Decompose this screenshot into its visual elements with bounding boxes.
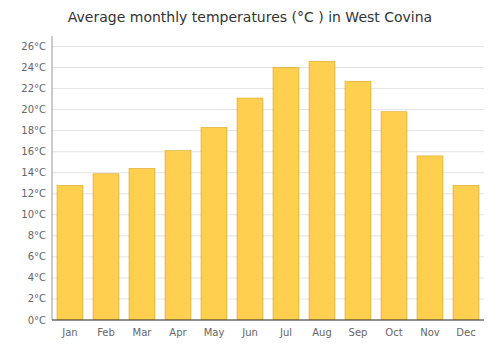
bar [93,174,119,320]
bar [237,98,263,320]
bar [417,156,443,320]
grid-line [52,151,484,152]
x-tick-label: Jun [241,327,258,338]
y-tick-label: 4°C [28,272,46,283]
bar [165,151,191,320]
y-tick-label: 22°C [21,83,46,94]
bar [57,185,83,320]
chart: Average monthly temperatures (°C ) in We… [0,0,500,350]
y-tick-label: 0°C [28,315,46,326]
bar [381,112,407,320]
y-tick-label: 2°C [28,293,46,304]
y-tick-label: 24°C [21,62,46,73]
bar [273,68,299,320]
bar [129,169,155,320]
x-tick-label: Jan [61,327,77,338]
x-tick-label: Nov [420,327,440,338]
bar [309,61,335,320]
y-tick-label: 12°C [21,188,46,199]
grid-line [52,88,484,89]
grid-line [52,130,484,131]
y-tick-label: 20°C [21,104,46,115]
x-tick-label: Jul [279,327,292,338]
x-tick-label: Sep [349,327,368,338]
x-tick-label: Mar [133,327,153,338]
grid-line [52,46,484,47]
x-tick-label: Feb [97,327,115,338]
x-axis-line [52,319,484,320]
x-tick-label: Oct [385,327,402,338]
bar [345,81,371,320]
y-axis-line [52,36,53,320]
grid-line [52,320,484,321]
grid-line [52,67,484,68]
y-tick-label: 10°C [21,209,46,220]
y-tick-label: 14°C [21,167,46,178]
x-tick-label: Dec [456,327,475,338]
x-tick-label: Aug [312,327,332,338]
y-tick-label: 18°C [21,125,46,136]
title: Average monthly temperatures (°C ) in We… [68,9,432,25]
bars [57,61,479,320]
grid [52,47,484,320]
bar [201,128,227,320]
grid-line [52,109,484,110]
bar [453,185,479,320]
x-tick-label: Apr [169,327,187,338]
y-tick-label: 6°C [28,251,46,262]
y-tick-label: 26°C [21,41,46,52]
x-tick-label: May [204,327,225,338]
y-tick-label: 16°C [21,146,46,157]
y-tick-label: 8°C [28,230,46,241]
